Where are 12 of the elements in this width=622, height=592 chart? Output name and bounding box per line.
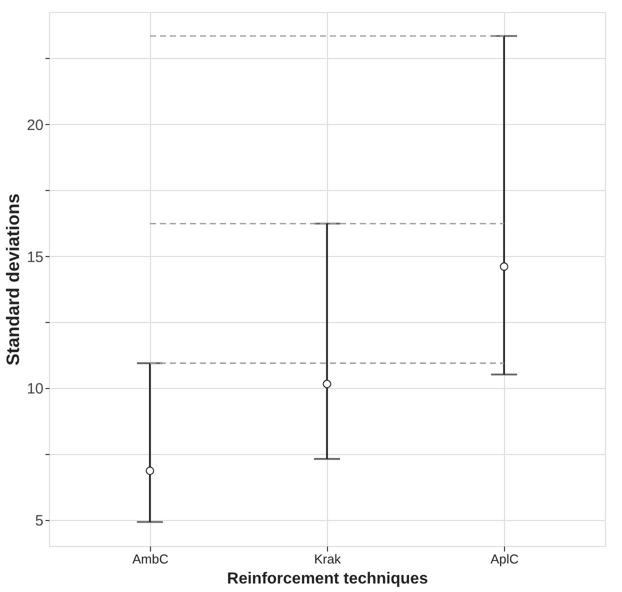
y-tick-label: 20 — [26, 116, 44, 134]
y-axis-title: Standard deviations — [2, 193, 23, 366]
point — [322, 380, 332, 388]
y-tick-label: 5 — [35, 512, 44, 530]
x-tick-label: Krak — [314, 552, 342, 566]
y-tick-label: 10 — [26, 380, 44, 398]
x-tick-label: AplC — [490, 552, 519, 566]
x-tick-label: AmbC — [132, 552, 168, 566]
point — [500, 262, 508, 271]
x-axis-title: Reinforcement techniques — [227, 570, 428, 588]
point — [146, 466, 154, 476]
y-tick-label: 15 — [26, 248, 44, 266]
